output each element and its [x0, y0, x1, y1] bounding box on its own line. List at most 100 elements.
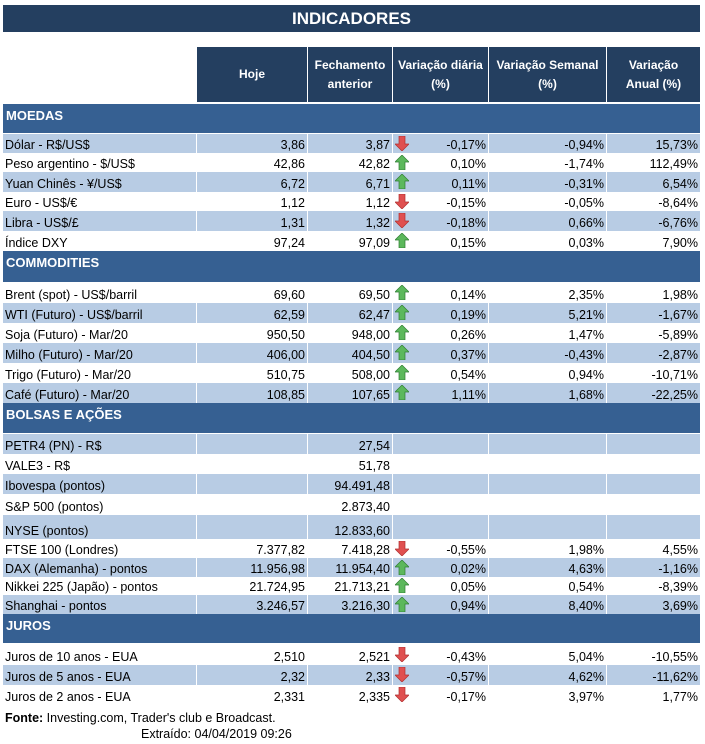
cell-label: Juros de 10 anos - EUA [3, 644, 197, 665]
cell-diaria [393, 434, 489, 454]
anterior-value: 2,521 [358, 650, 390, 664]
source-note: Fonte: Investing.com, Trader's club e Br… [5, 710, 276, 727]
label-value: NYSE (pontos) [5, 524, 89, 538]
anual-value: -10,55% [651, 650, 698, 664]
cell-label: Euro - US$/€ [3, 192, 197, 211]
cell-semanal: 2,35% [489, 283, 607, 303]
anual-value: -11,62% [652, 670, 698, 684]
hoje-value: 62,59 [273, 308, 305, 322]
cell-hoje: 3,86 [197, 134, 308, 153]
cell-label: Shanghai - pontos [3, 595, 197, 614]
anterior-value: 7.418,28 [341, 543, 390, 557]
cell-semanal: 0,54% [489, 577, 607, 595]
anual-value: -5,89% [658, 328, 698, 342]
cell-anual: -8,64% [607, 192, 700, 211]
cell-diaria [393, 474, 489, 494]
table-row: FTSE 100 (Londres) 7.377,82 7.418,28 -0,55%… [3, 539, 700, 558]
cell-anual [607, 474, 700, 494]
semanal-value: -1,74% [564, 157, 604, 171]
cell-hoje [197, 474, 308, 494]
cell-semanal: 1,47% [489, 323, 607, 343]
cell-anual: 1,77% [607, 685, 700, 705]
cell-anterior: 404,50 [308, 343, 393, 363]
anual-value: -10,71% [651, 368, 698, 382]
label-value: PETR4 (PN) - R$ [5, 439, 102, 453]
table-row: Nikkei 225 (Japão) - pontos 21.724,95 21.7… [3, 577, 700, 595]
cell-semanal: -0,05% [489, 192, 607, 211]
cell-anual: -22,25% [607, 383, 700, 403]
semanal-value: 4,62% [568, 670, 604, 684]
semanal-value: -0,31% [564, 177, 604, 191]
page-title: INDICADORES [3, 5, 700, 32]
table-row: Dólar - R$/US$ 3,86 3,87 -0,17% -0,94% 15,73% [3, 134, 700, 153]
cell-anual: -8,39% [607, 577, 700, 595]
indicators-table: MOEDAS Dólar - R$/US$ 3,86 3,87 -0,17% -0,94%… [3, 104, 700, 705]
cell-semanal: -0,94% [489, 134, 607, 153]
semanal-value: 0,03% [568, 236, 604, 250]
anual-value: 15,73% [655, 138, 698, 152]
cell-hoje: 406,00 [197, 343, 308, 363]
label-value: Juros de 2 anos - EUA [5, 690, 131, 704]
label-value: S&P 500 (pontos) [5, 500, 104, 514]
cell-semanal: -0,43% [489, 343, 607, 363]
hoje-value: 7.377,82 [256, 543, 305, 557]
hoje-value: 510,75 [266, 368, 305, 382]
cell-diaria: -0,15% [393, 192, 489, 211]
cell-anterior: 2,335 [308, 685, 393, 705]
cell-semanal: 5,04% [489, 644, 607, 665]
cell-anterior: 948,00 [308, 323, 393, 343]
cell-anterior: 97,09 [308, 231, 393, 251]
cell-anual: 6,54% [607, 172, 700, 192]
cell-hoje [197, 434, 308, 454]
anterior-value: 11.954,40 [335, 562, 390, 576]
label-value: Euro - US$/€ [5, 196, 78, 210]
cell-anual: 7,90% [607, 231, 700, 251]
diaria-value: 0,11% [451, 177, 486, 191]
cell-hoje: 510,75 [197, 363, 308, 383]
cell-label: NYSE (pontos) [3, 515, 197, 539]
col-variacao-semanal: Variação Semanal (%) [489, 47, 607, 102]
semanal-value: 0,94% [568, 368, 604, 382]
cell-hoje: 950,50 [197, 323, 308, 343]
anterior-value: 69,50 [358, 288, 390, 302]
label-value: Índice DXY [5, 236, 68, 250]
cell-diaria: 0,19% [393, 303, 489, 323]
arrow-up-icon [395, 345, 409, 360]
anterior-value: 948,00 [351, 328, 390, 342]
hoje-value: 21.724,95 [249, 580, 305, 594]
label-value: Ibovespa (pontos) [5, 479, 106, 493]
section-header: COMMODITIES [3, 251, 700, 283]
cell-semanal: 1,98% [489, 539, 607, 558]
hoje-value: 950,50 [266, 328, 305, 342]
cell-label: Peso argentino - $/US$ [3, 153, 197, 172]
anual-value: 4,55% [662, 543, 698, 557]
cell-diaria: 0,14% [393, 283, 489, 303]
cell-anterior: 2.873,40 [308, 494, 393, 515]
cell-anterior: 11.954,40 [308, 558, 393, 577]
arrow-up-icon [395, 385, 409, 400]
label-value: Brent (spot) - US$/barril [5, 288, 137, 302]
cell-anual [607, 454, 700, 474]
cell-diaria: -0,18% [393, 211, 489, 231]
hoje-value: 3,86 [280, 138, 305, 152]
arrow-up-icon [395, 285, 409, 300]
cell-label: Milho (Futuro) - Mar/20 [3, 343, 197, 363]
cell-label: Libra - US$/£ [3, 211, 197, 231]
arrow-up-icon [395, 559, 409, 575]
cell-label: Juros de 5 anos - EUA [3, 665, 197, 685]
cell-label: Juros de 2 anos - EUA [3, 685, 197, 705]
hoje-value: 108,85 [266, 388, 305, 402]
table-row: DAX (Alemanha) - pontos 11.956,98 11.954,4… [3, 558, 700, 577]
cell-semanal [489, 474, 607, 494]
table-row: Trigo (Futuro) - Mar/20 510,75 508,00 0,54%… [3, 363, 700, 383]
cell-diaria: -0,55% [393, 539, 489, 558]
diaria-value: -0,55% [446, 543, 486, 557]
label-value: Dólar - R$/US$ [5, 138, 90, 152]
anterior-value: 508,00 [351, 368, 390, 382]
cell-semanal [489, 515, 607, 539]
anual-value: 1,77% [662, 690, 698, 704]
cell-anual: 1,98% [607, 283, 700, 303]
semanal-value: -0,94% [564, 138, 604, 152]
cell-hoje: 42,86 [197, 153, 308, 172]
cell-anual: 112,49% [607, 153, 700, 172]
